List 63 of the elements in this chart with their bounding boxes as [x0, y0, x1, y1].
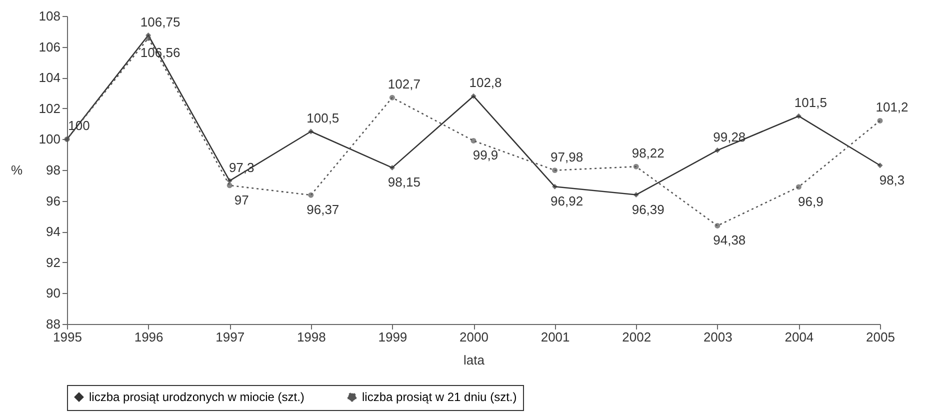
x-tick-label: 2004	[784, 330, 814, 344]
x-tick-label: 2005	[866, 330, 895, 344]
y-tick-label: 102	[38, 100, 60, 116]
data-label: 101,2	[876, 100, 908, 115]
point	[633, 192, 639, 198]
point	[796, 113, 802, 119]
y-tick-label: 100	[38, 132, 60, 147]
x-tick-label: 1998	[296, 330, 326, 344]
data-label: 96,9	[798, 194, 824, 209]
y-tick-label: 98	[46, 162, 60, 178]
y-tick-label: 106	[38, 39, 60, 54]
x-axis-title: lata	[464, 352, 486, 368]
x-tick-label: 2002	[622, 330, 652, 344]
point	[389, 94, 395, 100]
data-label: 106,75	[140, 14, 180, 30]
y-tick-label: 96	[46, 193, 60, 208]
legend-label: liczba prosiąt urodzonych w miocie (szt.)	[89, 390, 304, 404]
point	[226, 178, 232, 184]
y-tick-label: 90	[46, 286, 60, 301]
x-tick-label: 2003	[703, 330, 732, 344]
point	[389, 164, 395, 170]
data-label: 99,9	[472, 148, 498, 163]
y-tick-label: 92	[46, 254, 60, 270]
data-label: 96,39	[632, 202, 664, 217]
x-tick-label: 2000	[460, 330, 488, 344]
point	[226, 182, 232, 188]
point	[308, 128, 314, 134]
point	[877, 162, 883, 168]
x-tick-label: 1999	[378, 330, 408, 344]
data-label: 97	[234, 192, 249, 208]
point	[308, 192, 314, 198]
data-label: 98,15	[388, 174, 420, 190]
point	[714, 148, 720, 154]
point	[146, 35, 152, 41]
data-label: 101,5	[794, 95, 827, 110]
data-label: 102,8	[469, 75, 502, 90]
point	[470, 93, 476, 99]
y-tick-label: 94	[46, 224, 60, 240]
y-axis-title: %	[10, 162, 23, 178]
data-label: 99,28	[713, 129, 746, 144]
x-tick-label: 1997	[216, 330, 245, 344]
legend-label: liczba prosiąt w 21 dniu (szt.)	[362, 390, 517, 404]
data-label: 102,7	[388, 76, 420, 92]
y-tick-label: 88	[46, 316, 60, 332]
point	[470, 138, 476, 144]
point	[552, 184, 558, 190]
point	[796, 184, 802, 190]
y-tick-label: 108	[38, 8, 60, 24]
x-tick-label: 1996	[134, 330, 164, 344]
data-label: 94,38	[713, 232, 746, 248]
data-label: 98,3	[879, 172, 905, 188]
data-label: 96,92	[550, 194, 584, 209]
point	[552, 168, 558, 174]
point	[714, 223, 720, 228]
data-label: 98,22	[632, 146, 664, 161]
point	[877, 118, 883, 124]
data-label: 97,98	[550, 149, 584, 164]
data-label: 96,37	[306, 202, 340, 218]
x-tick-label: 1995	[53, 330, 82, 344]
data-label: 100,5	[306, 110, 340, 126]
x-tick-label: 2001	[540, 330, 570, 344]
point	[633, 164, 639, 170]
y-tick-label: 104	[38, 70, 60, 86]
